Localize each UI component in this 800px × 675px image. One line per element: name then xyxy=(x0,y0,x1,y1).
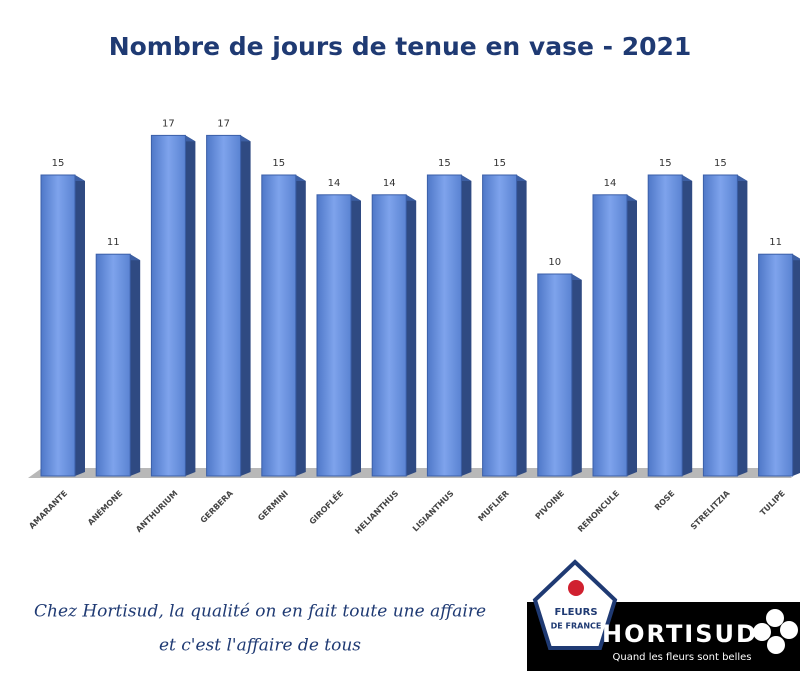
x-tick-label: AMARANTE xyxy=(27,489,69,531)
bar-side xyxy=(351,194,361,477)
bar xyxy=(647,174,683,477)
bar-side xyxy=(627,194,637,477)
bar xyxy=(426,174,462,477)
data-label: 15 xyxy=(52,158,65,169)
bar xyxy=(592,194,628,477)
data-label: 15 xyxy=(272,158,285,169)
logo: FLEURS DE FRANCE HORTISUD Quand les fleu… xyxy=(527,559,800,671)
bar-side xyxy=(516,175,527,476)
bar xyxy=(261,174,297,477)
data-label: 17 xyxy=(162,118,175,129)
chart-title: Nombre de jours de tenue en vase - 2021 xyxy=(109,32,692,61)
x-tick-label: ROSE xyxy=(653,489,676,512)
bar-side xyxy=(130,254,141,476)
data-label: 17 xyxy=(217,118,230,129)
x-tick-label: TULIPE xyxy=(758,489,787,518)
data-label: 14 xyxy=(328,178,341,189)
x-tick-label: ANÉMONE xyxy=(85,487,125,527)
badge-text: FLEURS xyxy=(554,607,597,618)
x-tick-label: GERMINI xyxy=(256,489,290,523)
bar-side xyxy=(737,175,748,476)
slogan-line: et c'est l'affaire de tous xyxy=(159,636,361,656)
bar-side xyxy=(240,135,251,476)
x-tick-label: PIVOINE xyxy=(534,489,566,521)
bar xyxy=(95,253,131,477)
data-label: 11 xyxy=(769,237,782,248)
data-label: 10 xyxy=(548,257,561,268)
bar xyxy=(150,134,186,477)
slogan-line: Chez Hortisud, la qualité on en fait tou… xyxy=(34,602,486,622)
bar xyxy=(702,174,738,477)
bar xyxy=(316,194,352,477)
data-label: 15 xyxy=(493,158,506,169)
tagline: Quand les fleurs sont belles xyxy=(613,652,752,663)
x-tick-label: RENONCULE xyxy=(576,489,621,534)
x-tick-label: ANTHURIUM xyxy=(134,489,179,534)
brand: HORTISUD xyxy=(602,620,758,648)
bar-side xyxy=(571,274,582,476)
bar-side xyxy=(682,175,693,476)
x-tick-label: STRELITZIA xyxy=(689,488,732,531)
bar-side xyxy=(75,175,85,476)
x-tick-label: GIROFLÉE xyxy=(306,487,345,526)
data-label: 14 xyxy=(383,178,396,189)
bar-side xyxy=(295,175,306,476)
bar xyxy=(758,253,794,477)
data-label: 11 xyxy=(107,237,120,248)
bar-side xyxy=(185,135,196,476)
badge-star xyxy=(532,559,618,650)
bar xyxy=(206,134,242,477)
bar xyxy=(371,194,407,477)
bar-side xyxy=(792,254,800,476)
bars: 15 AMARANTE 11 ANÉMONE 17 ANTHURIUM 17 GERBERA 1… xyxy=(27,118,800,536)
bar xyxy=(482,174,518,477)
x-tick-label: MUFLIER xyxy=(476,489,510,523)
x-tick-label: LISIANTHUS xyxy=(411,489,456,534)
data-label: 14 xyxy=(604,178,617,189)
bar xyxy=(40,174,76,477)
data-label: 15 xyxy=(659,158,672,169)
badge-flower xyxy=(568,580,584,596)
footer-slogan: Chez Hortisud, la qualité on en fait tou… xyxy=(34,602,486,656)
bar-side xyxy=(406,194,417,477)
badge-text: DE FRANCE xyxy=(551,622,602,631)
x-tick-label: HELIANTHUS xyxy=(353,489,400,536)
bar xyxy=(537,273,573,477)
x-tick-label: GERBERA xyxy=(199,488,236,525)
data-label: 15 xyxy=(438,158,451,169)
bar-side xyxy=(461,175,472,476)
brand-flower xyxy=(753,609,798,654)
data-label: 15 xyxy=(714,158,727,169)
